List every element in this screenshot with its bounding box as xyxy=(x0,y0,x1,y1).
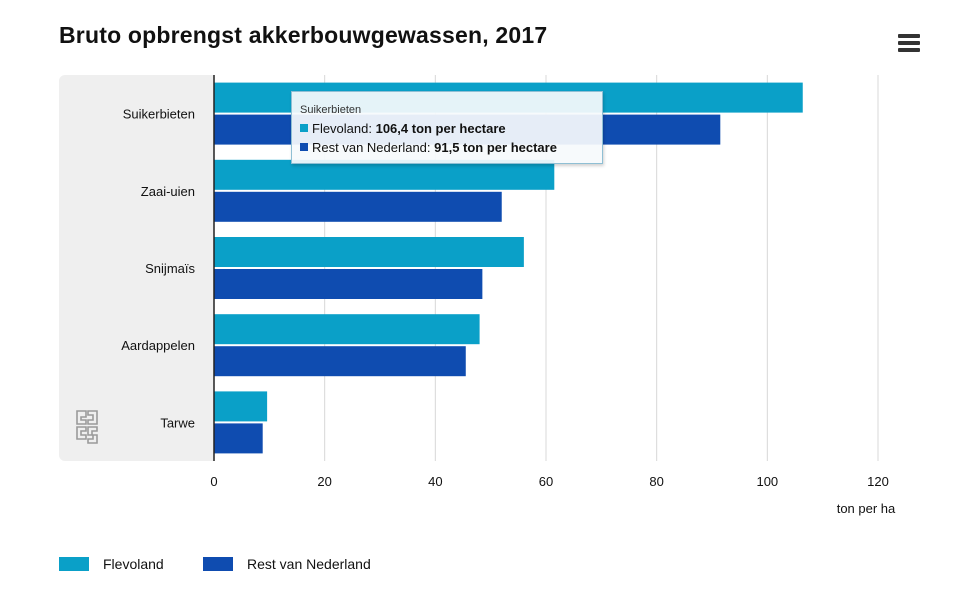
x-tick-label: 40 xyxy=(428,474,442,489)
bar-tooltip: Suikerbieten Flevoland: 106,4 ton per he… xyxy=(291,91,603,164)
x-tick-label: 60 xyxy=(539,474,553,489)
bar-flevoland-4[interactable] xyxy=(214,391,268,422)
chart-title: Bruto opbrengst akkerbouwgewassen, 2017 xyxy=(59,22,548,48)
cbs-logo-icon xyxy=(76,410,98,444)
tooltip-row2-value: 91,5 ton per hectare xyxy=(434,140,557,155)
tooltip-row-rest: Rest van Nederland: 91,5 ton per hectare xyxy=(300,140,602,159)
bar-rest-2[interactable] xyxy=(214,269,483,299)
menu-line xyxy=(898,34,920,38)
x-tick-label: 120 xyxy=(867,474,889,489)
legend-swatch-rest xyxy=(203,557,233,571)
bar-flevoland-2[interactable] xyxy=(214,237,524,267)
x-tick-labels: 0 20 40 60 80 100 120 xyxy=(210,474,888,489)
x-tick-label: 80 xyxy=(649,474,663,489)
bar-rest-3[interactable] xyxy=(214,346,466,377)
category-label: Snijmaïs xyxy=(145,261,195,276)
bar-flevoland-3[interactable] xyxy=(214,314,480,345)
category-label: Tarwe xyxy=(160,415,195,430)
legend-swatch-flevoland xyxy=(59,557,89,571)
flevoland-swatch-icon xyxy=(300,124,308,132)
x-tick-label: 100 xyxy=(756,474,778,489)
menu-line xyxy=(898,48,920,52)
bar-rest-4[interactable] xyxy=(214,423,263,454)
bar-flevoland-1[interactable] xyxy=(214,159,555,190)
tooltip-title: Suikerbieten xyxy=(300,104,362,116)
tooltip-row2-label: Rest van Nederland: xyxy=(312,140,435,155)
legend-label: Flevoland xyxy=(103,556,164,572)
x-tick-label: 0 xyxy=(210,474,217,489)
category-labels: Suikerbieten Zaai-uien Snijmaïs Aardappelen… xyxy=(121,107,195,431)
tooltip-row1-value: 106,4 ton per hectare xyxy=(375,121,506,136)
tooltip-row1-label: Flevoland: xyxy=(312,121,376,136)
hamburger-menu-icon[interactable] xyxy=(894,30,924,56)
x-tick-label: 20 xyxy=(317,474,331,489)
rest-swatch-icon xyxy=(300,143,308,151)
bar-rest-1[interactable] xyxy=(214,191,502,222)
menu-line xyxy=(898,41,920,45)
category-label: Aardappelen xyxy=(121,338,195,353)
category-label: Suikerbieten xyxy=(123,107,195,122)
tooltip-row-flevoland: Flevoland: 106,4 ton per hectare xyxy=(300,121,602,140)
category-label: Zaai-uien xyxy=(141,184,195,199)
x-axis-label: ton per ha xyxy=(837,501,896,516)
legend-label: Rest van Nederland xyxy=(247,556,371,572)
